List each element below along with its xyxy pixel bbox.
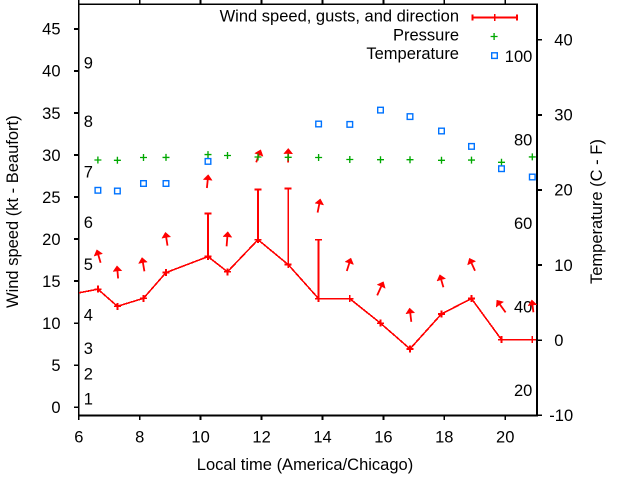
svg-text:1: 1 [84,391,93,409]
svg-text:40: 40 [554,32,572,50]
svg-text:5: 5 [84,256,93,274]
svg-text:14: 14 [313,428,331,446]
svg-text:20: 20 [514,382,532,400]
svg-text:Pressure: Pressure [393,26,459,44]
svg-text:0: 0 [554,332,563,350]
svg-text:30: 30 [42,147,60,165]
svg-text:60: 60 [514,215,532,233]
svg-text:30: 30 [554,107,572,125]
svg-text:18: 18 [435,428,453,446]
svg-text:40: 40 [514,299,532,317]
svg-text:40: 40 [42,63,60,81]
svg-text:7: 7 [84,164,93,182]
svg-text:10: 10 [191,428,209,446]
svg-text:10: 10 [554,257,572,275]
svg-text:6: 6 [84,214,93,232]
svg-text:8: 8 [135,428,144,446]
svg-text:5: 5 [51,357,60,375]
svg-text:20: 20 [554,182,572,200]
svg-text:20: 20 [496,428,514,446]
svg-text:16: 16 [374,428,392,446]
svg-text:Wind speed (kt - Beaufort): Wind speed (kt - Beaufort) [4,115,22,308]
svg-text:8: 8 [84,113,93,131]
svg-text:15: 15 [42,273,60,291]
svg-text:6: 6 [74,428,83,446]
svg-text:12: 12 [252,428,270,446]
svg-text:4: 4 [84,307,93,325]
svg-text:80: 80 [514,132,532,150]
svg-text:-10: -10 [549,407,573,425]
svg-text:9: 9 [84,54,93,72]
svg-text:100: 100 [505,48,533,66]
svg-text:45: 45 [42,21,60,39]
svg-text:10: 10 [42,315,60,333]
svg-text:3: 3 [84,340,93,358]
svg-text:2: 2 [84,365,93,383]
svg-text:Wind speed, gusts, and directi: Wind speed, gusts, and direction [220,8,459,26]
svg-text:35: 35 [42,105,60,123]
svg-text:20: 20 [42,231,60,249]
svg-text:0: 0 [51,399,60,417]
svg-text:25: 25 [42,189,60,207]
svg-text:Temperature (C - F): Temperature (C - F) [588,139,606,284]
svg-text:Local time (America/Chicago): Local time (America/Chicago) [197,456,413,474]
svg-text:Temperature: Temperature [366,45,459,63]
